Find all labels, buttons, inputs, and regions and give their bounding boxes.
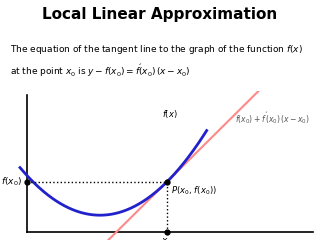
Text: The equation of the tangent line to the graph of the function $f(x)$: The equation of the tangent line to the … xyxy=(10,43,302,56)
Text: at the point $x_0$ is $y - f(x_0) = f\'(x_0)\,(x - x_0)$: at the point $x_0$ is $y - f(x_0) = f\'(… xyxy=(10,62,190,79)
Text: $x_0$: $x_0$ xyxy=(161,237,172,240)
Text: Local Linear Approximation: Local Linear Approximation xyxy=(42,7,278,22)
Text: $f(x_0)$: $f(x_0)$ xyxy=(1,176,22,188)
Text: $f(x_0)+f\,\'(x_0)\,(x-x_0)$: $f(x_0)+f\,\'(x_0)\,(x-x_0)$ xyxy=(235,110,310,126)
Text: $P(x_0,\,f(x_0))$: $P(x_0,\,f(x_0))$ xyxy=(171,184,217,197)
Text: $f(x)$: $f(x)$ xyxy=(162,108,178,120)
